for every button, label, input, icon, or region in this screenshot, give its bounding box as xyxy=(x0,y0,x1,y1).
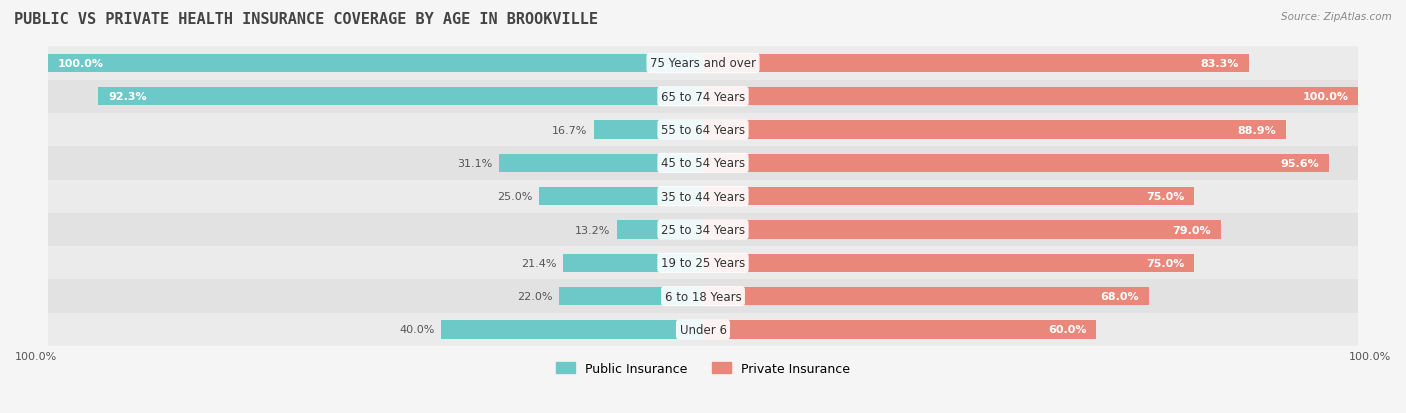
Text: 40.0%: 40.0% xyxy=(399,325,434,335)
Bar xyxy=(616,221,703,239)
Text: 16.7%: 16.7% xyxy=(551,125,588,135)
Text: 55 to 64 Years: 55 to 64 Years xyxy=(661,124,745,137)
Text: 92.3%: 92.3% xyxy=(108,92,146,102)
Bar xyxy=(703,287,1149,306)
Text: 95.6%: 95.6% xyxy=(1281,159,1320,169)
Text: 35 to 44 Years: 35 to 44 Years xyxy=(661,190,745,203)
Text: 100.0%: 100.0% xyxy=(58,59,104,69)
Bar xyxy=(48,247,1358,280)
Text: 75.0%: 75.0% xyxy=(1146,192,1185,202)
Text: 100.0%: 100.0% xyxy=(15,351,58,361)
Text: Source: ZipAtlas.com: Source: ZipAtlas.com xyxy=(1281,12,1392,22)
Bar xyxy=(48,214,1358,247)
Bar xyxy=(703,154,1330,173)
Text: 21.4%: 21.4% xyxy=(520,258,557,268)
Bar xyxy=(48,114,1358,147)
Bar xyxy=(593,121,703,140)
Bar xyxy=(48,313,1358,346)
Bar xyxy=(48,180,1358,214)
Bar xyxy=(703,254,1195,272)
Bar xyxy=(538,188,703,206)
Text: 79.0%: 79.0% xyxy=(1173,225,1211,235)
Bar xyxy=(48,81,1358,114)
Bar xyxy=(48,47,1358,81)
Text: 22.0%: 22.0% xyxy=(517,292,553,301)
Bar xyxy=(98,88,703,106)
Text: PUBLIC VS PRIVATE HEALTH INSURANCE COVERAGE BY AGE IN BROOKVILLE: PUBLIC VS PRIVATE HEALTH INSURANCE COVER… xyxy=(14,12,598,27)
Text: 83.3%: 83.3% xyxy=(1201,59,1239,69)
Text: 65 to 74 Years: 65 to 74 Years xyxy=(661,90,745,104)
Text: 25 to 34 Years: 25 to 34 Years xyxy=(661,223,745,237)
Bar xyxy=(703,121,1285,140)
Text: 31.1%: 31.1% xyxy=(457,159,492,169)
Bar xyxy=(703,188,1195,206)
Bar xyxy=(48,55,703,73)
Text: 60.0%: 60.0% xyxy=(1047,325,1087,335)
Bar xyxy=(562,254,703,272)
Bar xyxy=(703,221,1220,239)
Bar xyxy=(703,320,1097,339)
Text: 13.2%: 13.2% xyxy=(575,225,610,235)
Bar xyxy=(48,280,1358,313)
Text: 88.9%: 88.9% xyxy=(1237,125,1275,135)
Text: 75 Years and over: 75 Years and over xyxy=(650,57,756,70)
Text: 100.0%: 100.0% xyxy=(1348,351,1391,361)
Bar xyxy=(48,147,1358,180)
Text: 68.0%: 68.0% xyxy=(1099,292,1139,301)
Text: 75.0%: 75.0% xyxy=(1146,258,1185,268)
Text: 45 to 54 Years: 45 to 54 Years xyxy=(661,157,745,170)
Text: 25.0%: 25.0% xyxy=(498,192,533,202)
Bar xyxy=(703,88,1358,106)
Text: 19 to 25 Years: 19 to 25 Years xyxy=(661,257,745,270)
Text: 100.0%: 100.0% xyxy=(1302,92,1348,102)
Bar xyxy=(703,55,1249,73)
Text: 6 to 18 Years: 6 to 18 Years xyxy=(665,290,741,303)
Legend: Public Insurance, Private Insurance: Public Insurance, Private Insurance xyxy=(551,357,855,380)
Bar xyxy=(558,287,703,306)
Bar xyxy=(441,320,703,339)
Text: Under 6: Under 6 xyxy=(679,323,727,336)
Bar xyxy=(499,154,703,173)
